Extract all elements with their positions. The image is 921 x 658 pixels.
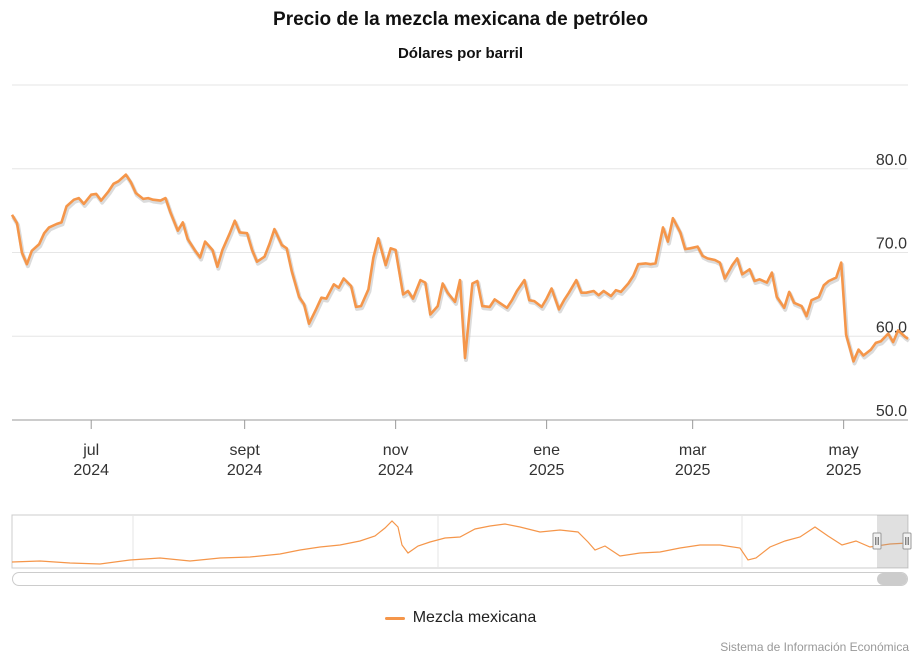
- navigator-handle[interactable]: [872, 532, 882, 550]
- x-tick-year: 2025: [529, 462, 565, 479]
- y-axis: 50.060.070.080.0: [876, 152, 907, 420]
- scrollbar-thumb[interactable]: [877, 573, 907, 585]
- y-tick-label: 50.0: [876, 403, 907, 420]
- credits[interactable]: Sistema de Información Económica: [720, 640, 909, 654]
- navigator-handle-body[interactable]: [902, 532, 912, 550]
- series-shadow: [11, 174, 911, 366]
- navigator-selection[interactable]: [877, 515, 908, 568]
- scrollbar-track[interactable]: [12, 572, 908, 586]
- series-mezcla-mexicana[interactable]: [10, 173, 911, 366]
- x-tick-year: 2025: [675, 462, 711, 479]
- y-tick-label: 70.0: [876, 236, 907, 253]
- x-tick-year: 2024: [73, 462, 109, 479]
- navigator-series: [11, 520, 909, 565]
- navigator-frame: [11, 514, 909, 569]
- x-tick-month: jul: [82, 442, 99, 459]
- x-tick-month: may: [829, 442, 859, 459]
- legend[interactable]: Mezcla mexicana: [0, 609, 921, 627]
- x-tick-month: nov: [383, 442, 409, 459]
- x-tick-year: 2025: [826, 462, 862, 479]
- series-line[interactable]: [10, 173, 909, 363]
- navigator-handle-body[interactable]: [872, 532, 882, 550]
- main-chart[interactable]: 50.060.070.080.0 jul2024sept2024nov2024e…: [0, 0, 921, 500]
- chart-title: Precio de la mezcla mexicana de petróleo: [273, 9, 648, 30]
- chart-subtitle: Dólares por barril: [397, 45, 524, 62]
- x-axis: jul 2024 sept 2024 nov 2024 ene 2025 mar 2025 may 2…: [73, 420, 862, 479]
- navigator-handle[interactable]: [902, 532, 912, 550]
- legend-label: Mezcla mexicana: [412, 609, 537, 626]
- x-tick-year: 2024: [227, 462, 263, 479]
- legend-swatch: [384, 616, 405, 620]
- x-tick-month: sept: [230, 442, 261, 459]
- x-tick-year: 2024: [378, 462, 414, 479]
- x-tick-month: ene: [533, 442, 560, 459]
- x-tick-month: mar: [679, 442, 707, 459]
- grid-lines: [12, 84, 908, 421]
- y-tick-label: 80.0: [876, 152, 907, 169]
